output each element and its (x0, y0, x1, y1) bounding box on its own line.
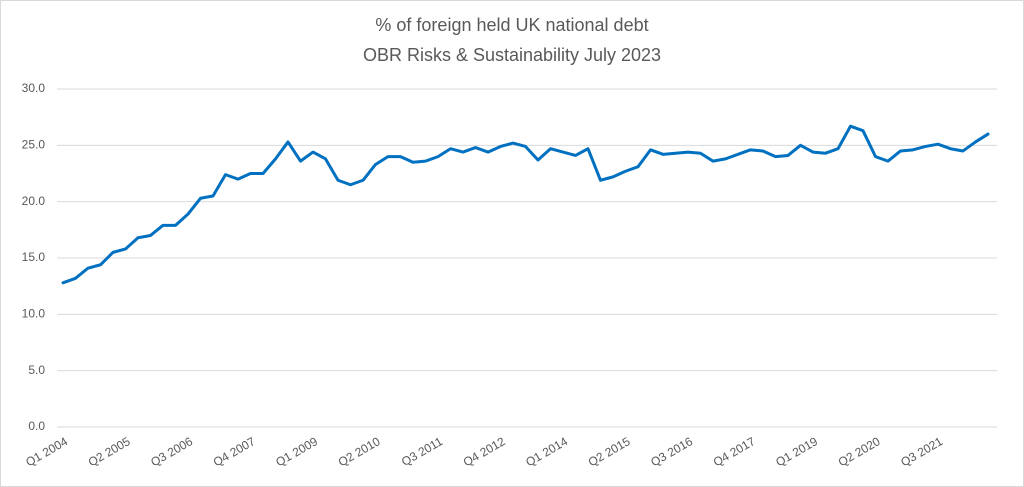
y-tick-label: 0.0 (28, 419, 45, 433)
data-line (61, 124, 990, 285)
y-tick-label: 25.0 (22, 138, 46, 152)
y-tick-label: 10.0 (22, 307, 46, 321)
chart-title: % of foreign held UK national debt (375, 15, 648, 35)
y-tick-label: 5.0 (28, 363, 45, 377)
y-tick-label: 15.0 (22, 250, 46, 264)
chart-subtitle: OBR Risks & Sustainability July 2023 (363, 45, 661, 65)
y-tick-label: 30.0 (22, 81, 46, 95)
y-tick-label: 20.0 (22, 194, 46, 208)
